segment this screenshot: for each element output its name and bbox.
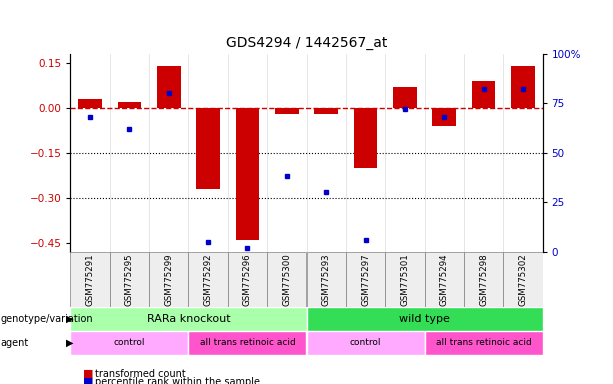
Bar (424, 331, 543, 355)
Text: GSM775296: GSM775296 (243, 253, 252, 306)
Text: control: control (350, 338, 381, 348)
Bar (306, 331, 424, 355)
Bar (306, 252, 346, 307)
Text: GSM775295: GSM775295 (125, 253, 134, 306)
Bar (511, 66, 535, 108)
Bar (228, 252, 267, 307)
Text: GSM775297: GSM775297 (361, 253, 370, 306)
Text: control: control (114, 338, 145, 348)
Text: GSM775301: GSM775301 (400, 253, 409, 306)
Text: ■: ■ (83, 377, 93, 384)
Text: GSM775292: GSM775292 (204, 253, 213, 306)
Text: ▶: ▶ (66, 314, 74, 324)
Text: GSM775298: GSM775298 (479, 253, 488, 306)
Text: GSM775302: GSM775302 (519, 253, 527, 306)
Bar (196, 108, 220, 189)
Text: all trans retinoic acid: all trans retinoic acid (436, 338, 531, 348)
Text: GSM775293: GSM775293 (322, 253, 330, 306)
Text: GSM775299: GSM775299 (164, 253, 173, 306)
Bar (189, 252, 228, 307)
Text: wild type: wild type (399, 314, 450, 324)
Bar (267, 252, 306, 307)
Bar (235, 108, 259, 240)
Text: transformed count: transformed count (95, 369, 186, 379)
Bar (306, 307, 543, 331)
Bar (70, 307, 306, 331)
Bar (118, 102, 142, 108)
Bar (385, 252, 424, 307)
Bar (393, 87, 417, 108)
Bar (346, 252, 385, 307)
Text: RARa knockout: RARa knockout (147, 314, 230, 324)
Text: GSM775300: GSM775300 (283, 253, 291, 306)
Bar (432, 108, 456, 126)
Text: all trans retinoic acid: all trans retinoic acid (200, 338, 295, 348)
Text: GSM775294: GSM775294 (440, 253, 449, 306)
Bar (354, 108, 377, 168)
Bar (464, 252, 503, 307)
Text: ■: ■ (83, 369, 93, 379)
Bar (78, 99, 102, 108)
Bar (471, 81, 495, 108)
Text: genotype/variation: genotype/variation (1, 314, 93, 324)
Bar (157, 66, 181, 108)
Bar (149, 252, 189, 307)
Bar (314, 108, 338, 114)
Bar (189, 331, 306, 355)
Bar (503, 252, 543, 307)
Bar (70, 252, 110, 307)
Text: agent: agent (1, 338, 29, 348)
Title: GDS4294 / 1442567_at: GDS4294 / 1442567_at (226, 36, 387, 50)
Bar (70, 331, 189, 355)
Bar (275, 108, 299, 114)
Text: ▶: ▶ (66, 338, 74, 348)
Bar (110, 252, 149, 307)
Text: GSM775291: GSM775291 (86, 253, 94, 306)
Text: percentile rank within the sample: percentile rank within the sample (95, 377, 260, 384)
Bar (424, 252, 464, 307)
